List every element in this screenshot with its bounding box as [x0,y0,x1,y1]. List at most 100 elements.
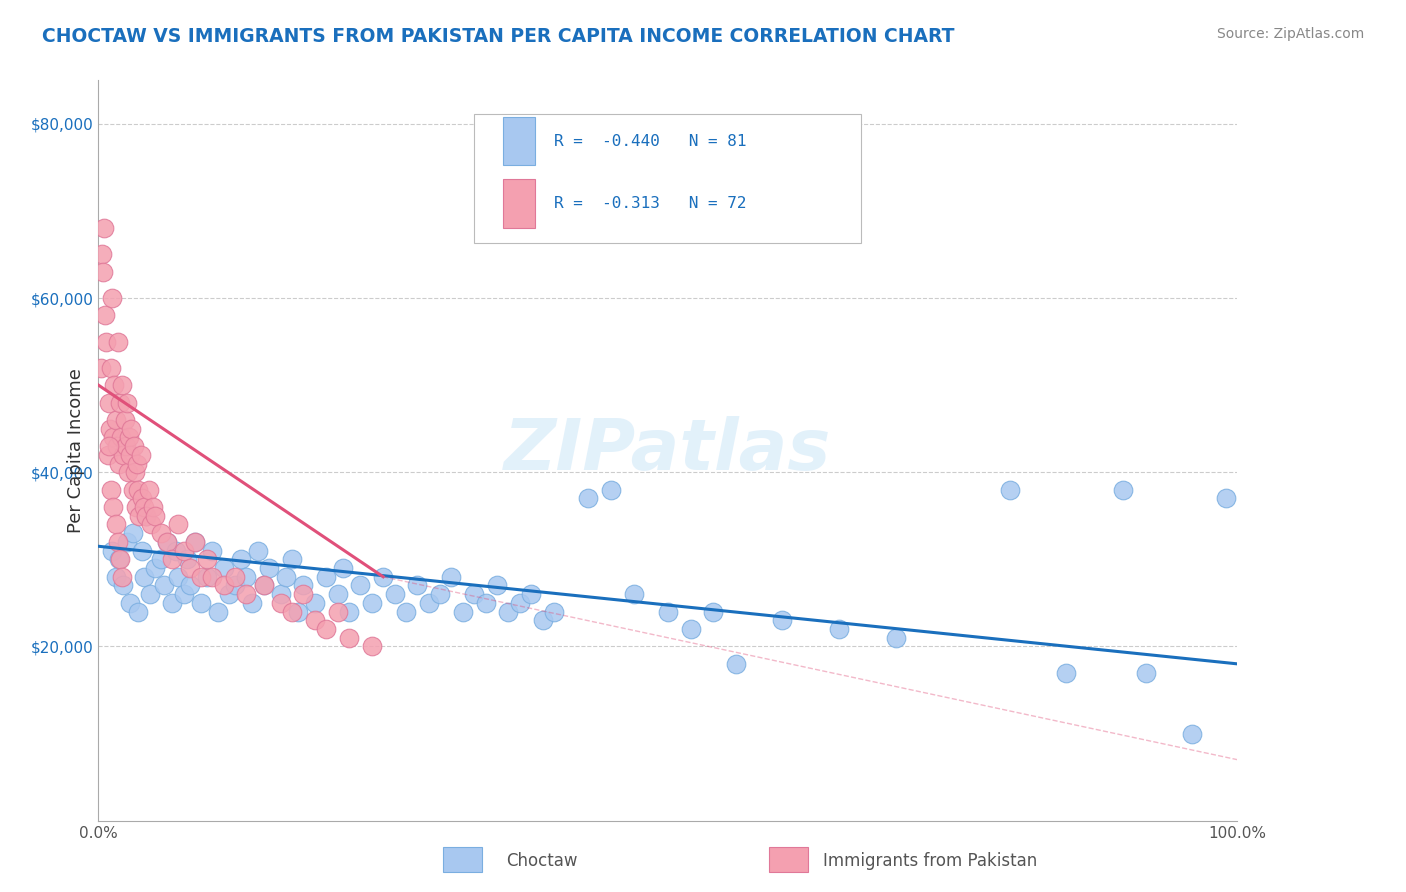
Point [218,587,240,601]
Point [96,448,118,462]
Point [97,439,120,453]
Point [97,395,120,409]
Point [474,596,496,610]
FancyBboxPatch shape [474,113,862,244]
Point [770,613,793,627]
Bar [503,118,534,165]
Point [124,465,146,479]
Point [623,587,645,601]
Point [224,570,246,584]
Point [440,570,463,584]
Point [337,631,360,645]
Point [117,465,139,479]
Point [150,552,173,566]
Point [252,578,274,592]
Point [207,605,229,619]
Point [121,526,143,541]
Point [114,439,136,453]
Point [104,570,127,584]
Point [315,622,337,636]
Point [100,483,122,497]
Point [114,413,136,427]
Point [725,657,748,671]
Point [112,578,135,592]
Point [111,378,134,392]
Point [486,578,509,592]
Point [167,517,190,532]
Point [270,596,292,610]
Point [110,430,132,444]
Point [195,570,218,584]
Point [112,448,135,462]
Y-axis label: Per Capita Income: Per Capita Income [66,368,84,533]
Point [201,543,224,558]
Point [240,596,263,610]
Point [127,605,149,619]
Point [156,535,179,549]
Point [1135,665,1157,680]
Point [105,439,128,453]
Point [235,570,257,584]
Point [173,587,195,601]
Point [101,543,124,558]
Point [135,508,157,523]
Point [212,561,235,575]
Point [120,448,142,462]
Point [120,422,142,436]
Point [150,526,173,541]
Point [520,587,543,601]
Point [103,500,125,514]
Point [156,535,179,549]
Point [259,561,281,575]
Point [304,613,326,627]
Point [287,605,309,619]
Point [129,448,152,462]
Point [131,543,153,558]
Point [108,395,131,409]
Point [1215,491,1237,506]
Point [315,570,337,584]
Point [131,491,153,506]
Point [281,605,304,619]
Point [276,570,298,584]
Point [235,587,257,601]
Point [451,605,474,619]
Point [360,640,382,654]
Point [165,543,187,558]
Point [104,413,127,427]
Point [176,552,198,566]
Point [498,605,520,619]
Text: ZIPatlas: ZIPatlas [505,416,831,485]
Point [111,570,134,584]
Point [179,561,201,575]
Point [576,491,599,506]
Point [128,508,150,523]
Point [281,552,304,566]
Point [463,587,485,601]
Point [349,578,371,592]
Point [657,605,679,619]
Point [1181,726,1204,740]
Point [179,578,201,592]
Point [93,221,115,235]
Point [115,535,138,549]
Point [429,587,451,601]
Point [125,500,148,514]
Point [145,508,167,523]
Point [121,483,143,497]
Text: CHOCTAW VS IMMIGRANTS FROM PAKISTAN PER CAPITA INCOME CORRELATION CHART: CHOCTAW VS IMMIGRANTS FROM PAKISTAN PER … [42,27,955,45]
Point [998,483,1021,497]
Point [702,605,724,619]
Point [94,309,117,323]
Point [184,535,207,549]
Point [600,483,623,497]
Text: R =  -0.313   N = 72: R = -0.313 N = 72 [554,196,747,211]
Point [509,596,531,610]
Point [384,587,406,601]
Point [195,552,218,566]
Point [828,622,851,636]
Point [337,605,360,619]
Point [884,631,907,645]
Point [98,422,121,436]
Point [360,596,382,610]
